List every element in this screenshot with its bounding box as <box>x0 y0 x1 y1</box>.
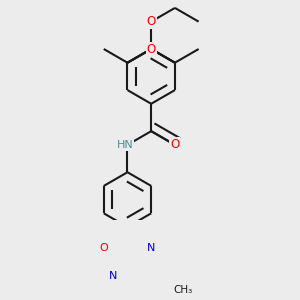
Text: O: O <box>147 43 156 56</box>
Text: CH₃: CH₃ <box>173 285 192 295</box>
Text: O: O <box>170 138 179 152</box>
Text: N: N <box>109 271 117 281</box>
Text: N: N <box>147 243 156 253</box>
Text: O: O <box>99 243 108 253</box>
Text: O: O <box>147 15 156 28</box>
Text: O: O <box>147 43 156 56</box>
Text: HN: HN <box>117 140 134 150</box>
